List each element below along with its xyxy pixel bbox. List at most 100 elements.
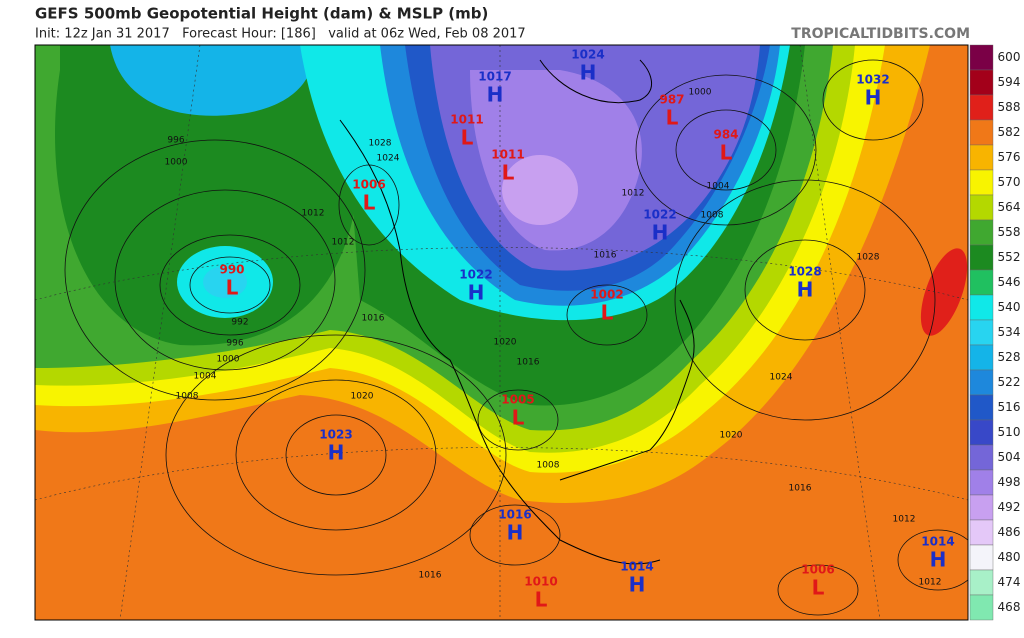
center-value: 1028	[788, 265, 821, 279]
colorbar-label: 582	[998, 125, 1021, 139]
contour-label: 1020	[720, 431, 743, 441]
colorbar-swatch	[969, 469, 994, 496]
subtitle: Init: 12z Jan 31 2017 Forecast Hour: [18…	[35, 27, 526, 42]
contour-label: 1016	[362, 314, 385, 324]
center-letter: H	[652, 221, 669, 245]
center-letter: H	[468, 281, 485, 305]
center-letter: H	[930, 548, 947, 572]
colorbar-label: 480	[998, 550, 1021, 564]
colorbar-label: 570	[998, 175, 1021, 189]
contour-label: 992	[231, 318, 248, 328]
colorbar-swatch	[969, 219, 994, 246]
colorbar-label: 510	[998, 425, 1021, 439]
colorbar-swatch	[969, 94, 994, 121]
center-value: 1022	[643, 208, 676, 222]
colorbar-label: 492	[998, 500, 1021, 514]
contour-label: 1012	[332, 238, 355, 248]
contour-label: 1028	[857, 253, 880, 263]
colorbar-label: 534	[998, 325, 1021, 339]
center-letter: L	[461, 126, 474, 150]
contour-label: 1000	[217, 355, 240, 365]
center-letter: L	[502, 161, 515, 185]
contour-labels: 9961000101210129929961000100410081016102…	[165, 88, 942, 588]
center-value: 1032	[856, 73, 889, 87]
colorbar-swatch	[969, 319, 994, 346]
colorbar-label: 528	[998, 350, 1021, 364]
center-value: 1010	[524, 575, 557, 589]
colorbar-label: 486	[998, 525, 1021, 539]
center-letter: L	[720, 141, 733, 165]
center-letter: L	[666, 106, 679, 130]
colorbar-swatch	[969, 419, 994, 446]
colorbar: 600 594 588 582 576 570 564 558 552 546 540 534 528 5…	[969, 44, 1021, 621]
center-letter: L	[226, 276, 239, 300]
colorbar-swatch	[969, 69, 994, 96]
contour-label: 1016	[789, 484, 812, 494]
colorbar-label: 474	[998, 575, 1021, 589]
colorbar-label: 576	[998, 150, 1021, 164]
colorbar-swatch	[969, 294, 994, 321]
colorbar-label: 552	[998, 250, 1021, 264]
contour-label: 996	[226, 339, 243, 349]
center-value: 1002	[590, 288, 623, 302]
colorbar-label: 588	[998, 100, 1021, 114]
contour-label: 1012	[302, 209, 325, 219]
colorbar-swatch	[969, 169, 994, 196]
center-letter: L	[512, 406, 525, 430]
map	[35, 45, 968, 620]
colorbar-swatch	[969, 369, 994, 396]
colorbar-label: 522	[998, 375, 1021, 389]
center-value: 1006	[801, 563, 834, 577]
colorbar-label: 546	[998, 275, 1021, 289]
colorbar-swatch	[969, 194, 994, 221]
contour-label: 1016	[517, 358, 540, 368]
center-value: 984	[713, 128, 738, 142]
contour-label: 1012	[893, 515, 916, 525]
colorbar-swatch	[969, 544, 994, 571]
center-letter: L	[363, 191, 376, 215]
center-letter: H	[580, 61, 597, 85]
colorbar-label: 600	[998, 50, 1021, 64]
contour-label: 1020	[351, 392, 374, 402]
brand: TROPICALTIDBITS.COM	[791, 26, 970, 42]
colorbar-swatch	[969, 119, 994, 146]
contour-label: 1016	[594, 251, 617, 261]
center-letter: H	[797, 278, 814, 302]
center-value: 1023	[319, 428, 352, 442]
title: GEFS 500mb Geopotential Height (dam) & M…	[35, 5, 488, 23]
colorbar-label: 558	[998, 225, 1021, 239]
center-value: 1022	[459, 268, 492, 282]
colorbar-swatch	[969, 144, 994, 171]
center-letter: H	[507, 521, 524, 545]
center-value: 1011	[450, 113, 483, 127]
colorbar-label: 504	[998, 450, 1021, 464]
colorbar-label: 564	[998, 200, 1021, 214]
colorbar-label: 594	[998, 75, 1021, 89]
colorbar-swatch	[969, 494, 994, 521]
contour-label: 1012	[919, 578, 942, 588]
center-value: 1014	[620, 560, 653, 574]
contour-label: 1024	[770, 373, 793, 383]
colorbar-swatch	[969, 394, 994, 421]
center-value: 1006	[352, 178, 385, 192]
contour-label: 1008	[701, 211, 724, 221]
contour-label: 1004	[707, 182, 730, 192]
contour-label: 1008	[176, 392, 199, 402]
contour-label: 1028	[369, 139, 392, 149]
colorbar-swatch	[969, 344, 994, 371]
center-letter: H	[629, 573, 646, 597]
center-letter: H	[865, 86, 882, 110]
center-letter: H	[487, 83, 504, 107]
center-letter: H	[328, 441, 345, 465]
colorbar-swatch	[969, 44, 994, 71]
center-value: 1005	[501, 393, 534, 407]
contour-label: 1008	[537, 461, 560, 471]
colorbar-label: 468	[998, 600, 1021, 614]
colorbar-swatch	[969, 519, 994, 546]
colorbar-swatch	[969, 244, 994, 271]
colorbar-label: 540	[998, 300, 1021, 314]
center-letter: L	[812, 576, 825, 600]
contour-label: 1004	[194, 372, 217, 382]
colorbar-swatch	[969, 269, 994, 296]
